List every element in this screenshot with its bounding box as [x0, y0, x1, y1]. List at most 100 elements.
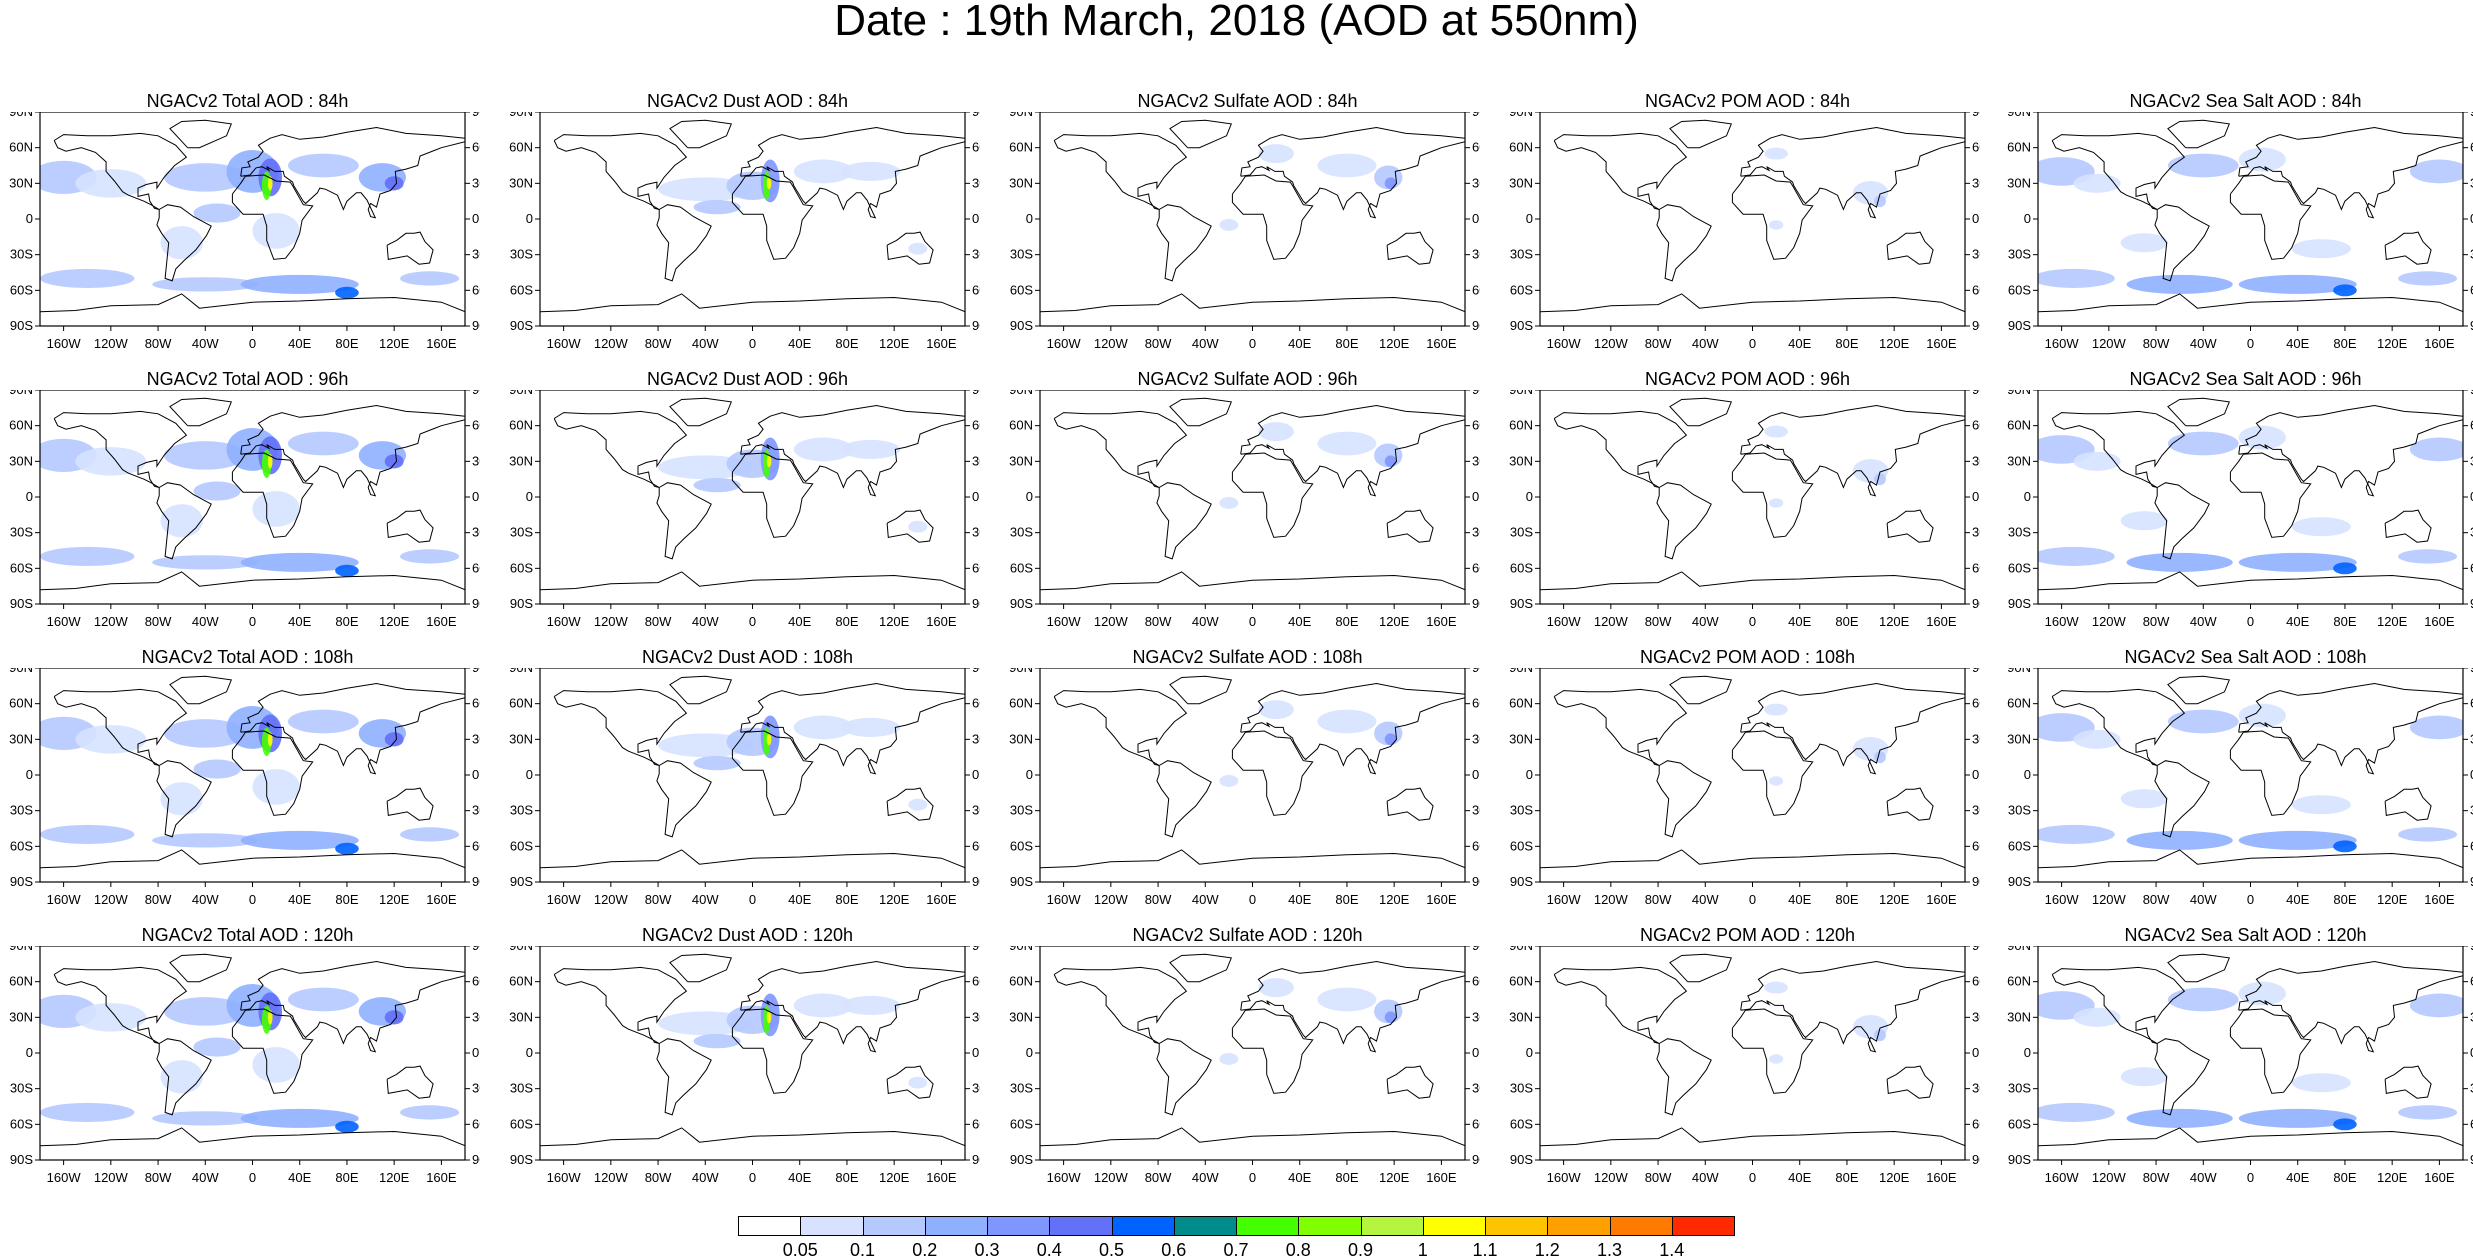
aod-blob — [2038, 1102, 2115, 1122]
lat-label: 30S — [1510, 525, 1533, 540]
coastline — [656, 204, 712, 282]
coastline — [1040, 1127, 1465, 1160]
lon-label: 120E — [2377, 614, 2408, 629]
coastline — [1740, 960, 1965, 1053]
aod-blob — [193, 203, 241, 223]
coastline — [1156, 204, 1212, 282]
lat-label: 60S — [2470, 1116, 2473, 1131]
aod-blob — [2126, 274, 2233, 294]
lat-label: 90S — [972, 318, 980, 333]
lat-label: 90S — [1972, 318, 1980, 333]
lon-label: 120E — [1379, 892, 1410, 907]
map-panel-seasalt-108h: NGACv2 Sea Salt AOD : 108h 90N 90N 60N 60N 30… — [1998, 648, 2473, 938]
aod-blob — [841, 717, 901, 737]
lat-label: 30N — [1509, 453, 1533, 468]
lon-label: 120W — [94, 1170, 129, 1185]
coastline — [1731, 174, 1814, 260]
coastline — [2384, 231, 2432, 265]
world-map: 90N 90N 60N 60N 30N 30N 0 0 30S 30S 60S 60S 90S 90S 16… — [9, 390, 480, 629]
lat-label: 60S — [1472, 282, 1480, 297]
aod-field — [2038, 668, 2463, 882]
aod-blob — [908, 520, 928, 533]
aod-blob — [693, 199, 741, 215]
lat-label: 60N — [1972, 696, 1980, 711]
lat-label: 90S — [472, 874, 480, 889]
lat-label: 0 — [1972, 767, 1979, 782]
lon-label: 160E — [1426, 614, 1457, 629]
lon-label: 80E — [2333, 1170, 2356, 1185]
aod-blob — [152, 833, 259, 848]
coastline — [1231, 174, 1314, 260]
coastline — [2154, 760, 2210, 838]
lon-label: 80W — [2143, 336, 2170, 351]
lon-label: 0 — [1249, 1170, 1256, 1185]
coastline — [1669, 675, 1733, 705]
coastline — [2238, 682, 2463, 775]
aod-blob — [2333, 562, 2357, 575]
lon-label: 120W — [1594, 614, 1629, 629]
lat-label: 30N — [1472, 731, 1480, 746]
lat-label: 90S — [972, 874, 980, 889]
aod-field — [1540, 112, 1965, 326]
aod-blob — [2238, 425, 2286, 450]
coastline — [656, 1038, 712, 1116]
lat-label: 60S — [1972, 560, 1980, 575]
lat-label: 0 — [2024, 1045, 2031, 1060]
aod-blob — [400, 1105, 460, 1120]
coastline — [2238, 404, 2463, 497]
lat-label: 60N — [1972, 418, 1980, 433]
lon-label: 80W — [145, 892, 172, 907]
lat-label: 30S — [972, 1081, 980, 1096]
lat-label: 30N — [2470, 453, 2473, 468]
coastline — [1240, 404, 1465, 497]
aod-blob — [287, 987, 359, 1012]
lat-label: 60S — [1010, 282, 1033, 297]
aod-blob — [1317, 431, 1377, 456]
aod-blob — [152, 1111, 259, 1126]
lat-label: 60S — [472, 838, 480, 853]
lat-label: 90S — [10, 596, 33, 611]
lat-label: 0 — [472, 1045, 479, 1060]
aod-blob — [1764, 147, 1788, 160]
lat-label: 90N — [1509, 946, 1533, 953]
lat-label: 30N — [509, 453, 533, 468]
colorbar-label: 0.5 — [1098, 1240, 1125, 1260]
lat-label: 60N — [9, 974, 33, 989]
coastline — [1669, 953, 1733, 983]
panel-title: NGACv2 Dust AOD : 120h — [641, 925, 854, 945]
aod-blob — [2238, 274, 2357, 294]
lon-label: 40W — [1192, 336, 1219, 351]
lat-label: 90S — [1972, 596, 1980, 611]
coastline — [669, 397, 733, 427]
lon-label: 160E — [426, 336, 457, 351]
lat-label: 30S — [2470, 525, 2473, 540]
lat-label: 60N — [1972, 974, 1980, 989]
colorbar-swatch — [1049, 1216, 1113, 1236]
map-panel-total-120h: NGACv2 Total AOD : 120h 90N 90N 60N 60N 30N 30… — [0, 926, 495, 1216]
lon-label: 40E — [1788, 892, 1811, 907]
lat-label: 30N — [972, 731, 980, 746]
lat-label: 30S — [10, 803, 33, 818]
aod-blob — [287, 431, 359, 456]
lat-label: 90N — [509, 112, 533, 119]
colorbar-swatch — [1173, 1216, 1237, 1236]
coastline — [1669, 119, 1733, 149]
lat-label: 30S — [972, 247, 980, 262]
coastline — [1240, 126, 1465, 219]
lat-label: 30N — [2470, 1009, 2473, 1024]
lat-label: 60S — [2008, 282, 2031, 297]
lon-label: 160E — [1426, 892, 1457, 907]
panel-title: NGACv2 Dust AOD : 108h — [641, 647, 854, 667]
coastline — [1231, 730, 1314, 816]
lat-label: 90N — [2470, 946, 2473, 953]
lat-label: 30S — [1472, 1081, 1480, 1096]
lat-label: 90N — [2007, 112, 2031, 119]
colorbar-swatch — [1422, 1216, 1486, 1236]
coastline — [740, 682, 965, 775]
lat-label: 30N — [2007, 453, 2031, 468]
colorbar-label: 1.3 — [1596, 1240, 1623, 1260]
lat-label: 60S — [1472, 560, 1480, 575]
lat-label: 0 — [26, 489, 33, 504]
lon-label: 80W — [2143, 614, 2170, 629]
lon-label: 0 — [1249, 336, 1256, 351]
